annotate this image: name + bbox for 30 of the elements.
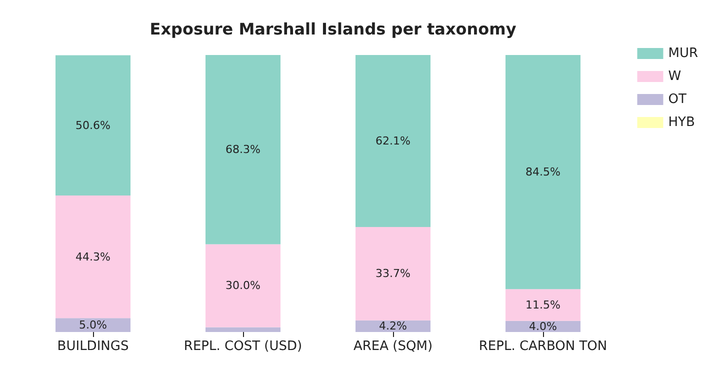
bar <box>56 318 130 332</box>
bar <box>506 55 580 290</box>
bar <box>356 55 430 228</box>
data-label: 33.7% <box>376 267 410 280</box>
data-label: 84.5% <box>526 166 560 179</box>
x-tick-label: AREA (SQM) <box>353 339 433 354</box>
data-label: 4.0% <box>529 320 557 333</box>
bar <box>56 195 130 318</box>
data-label: 11.5% <box>526 298 560 312</box>
data-label: 44.3% <box>76 250 110 264</box>
data-label: 62.1% <box>376 134 410 148</box>
x-tick-label: REPL. CARBON TON <box>478 339 608 354</box>
legend-label: MUR <box>668 46 698 61</box>
data-label: 50.6% <box>76 118 110 132</box>
legend-label: HYB <box>668 115 695 130</box>
legend-label: OT <box>668 92 686 107</box>
chart-title: Exposure Marshall Islands per taxonomy <box>150 20 517 38</box>
data-label: 5.0% <box>79 318 107 332</box>
data-label: 30.0% <box>226 279 260 292</box>
x-tick-label: REPL. COST (USD) <box>184 339 302 354</box>
bar <box>206 244 280 328</box>
x-tick-label: BUILDINGS <box>57 339 129 354</box>
bar <box>506 289 580 321</box>
bar <box>206 327 280 332</box>
legend-label: W <box>668 69 682 84</box>
bar <box>356 227 430 320</box>
bar <box>56 55 130 196</box>
data-label: 4.2% <box>379 320 407 333</box>
bar <box>206 55 280 244</box>
data-label: 68.3% <box>226 143 260 156</box>
